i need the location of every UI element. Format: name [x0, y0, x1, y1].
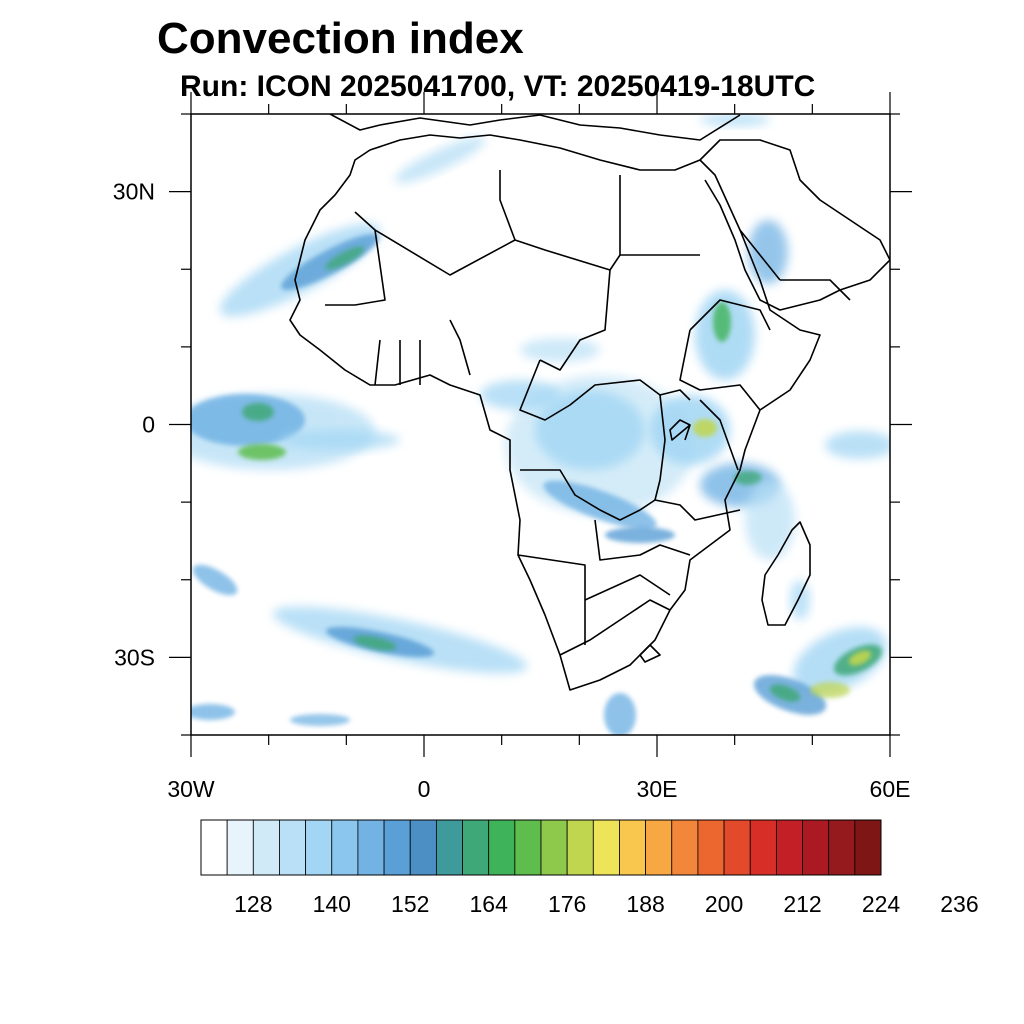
lat-tick-label: 30S	[114, 644, 155, 670]
lat-tick-label: 0	[142, 412, 155, 438]
colorbar-swatch	[540, 819, 568, 876]
convection-madagascar	[745, 480, 810, 620]
colorbar-swatch	[723, 819, 751, 876]
colorbar-label: 140	[313, 891, 351, 917]
country-borders	[289, 114, 890, 691]
internal-borders-6	[520, 469, 741, 521]
colorbar-label: 200	[705, 891, 743, 917]
colorbar-label: 176	[548, 891, 586, 917]
colorbar-swatch	[514, 819, 542, 876]
colorbar-swatch	[854, 819, 882, 876]
colorbar-swatch	[435, 819, 463, 876]
colorbar-swatch	[409, 819, 437, 876]
colorbar-swatch	[802, 819, 830, 876]
colorbar-swatch	[252, 819, 280, 876]
lon-tick-label: 60E	[870, 776, 911, 802]
convection-nw-band	[219, 137, 486, 317]
internal-borders-7	[517, 519, 691, 645]
colorbar-swatch	[697, 819, 725, 876]
colorbar-swatch	[749, 819, 777, 876]
internal-borders-3	[499, 170, 621, 371]
colorbar-swatch	[383, 819, 411, 876]
colorbar-label: 188	[626, 891, 664, 917]
colorbar-swatch	[279, 819, 307, 876]
africa-coastline	[289, 134, 821, 691]
internal-borders-5	[519, 359, 691, 421]
internal-borders-4	[374, 319, 471, 386]
internal-borders-8	[559, 599, 671, 663]
internal-borders-1	[325, 211, 386, 306]
europe-coast	[329, 114, 741, 141]
colorbar-frame	[200, 819, 882, 876]
colorbar-swatch	[226, 819, 254, 876]
internal-borders-10	[679, 229, 851, 411]
colorbar-swatch	[331, 819, 359, 876]
colorbar-swatch	[200, 819, 228, 876]
colorbar-swatch	[828, 819, 856, 876]
convection-equatorial-atlantic	[191, 394, 400, 470]
madagascar	[761, 521, 811, 626]
colorbar-swatch	[305, 819, 333, 876]
colorbar-label: 236	[940, 891, 978, 917]
colorbar-swatch	[775, 819, 803, 876]
colorbar-label: 224	[862, 891, 901, 917]
convection-indian-ocean-north	[825, 431, 890, 459]
map-title: Convection index	[157, 14, 524, 63]
map-axes: 30W 0 30E 60E 30N 0 30S	[113, 92, 912, 802]
convection-ethiopia	[695, 290, 755, 380]
colorbar-swatch	[645, 819, 673, 876]
colorbar-swatch	[488, 819, 516, 876]
lon-tick-label: 0	[418, 776, 431, 802]
colorbar: 128 140 152 164 176 188 200 212 224 236	[200, 819, 979, 917]
convection-field	[191, 114, 890, 735]
convection-congo	[480, 338, 695, 543]
lon-tick-label: 30W	[167, 776, 215, 802]
convection-south-atlantic	[191, 564, 636, 735]
colorbar-label: 152	[391, 891, 429, 917]
arabia-coast	[699, 139, 890, 311]
colorbar-swatch	[592, 819, 620, 876]
internal-borders-11	[669, 419, 691, 441]
map-subtitle: Run: ICON 2025041700, VT: 20250419-18UTC	[180, 70, 816, 103]
convection-arabia	[700, 114, 788, 284]
colorbar-swatch	[671, 819, 699, 876]
lat-tick-label: 30N	[113, 179, 155, 205]
colorbar-swatch	[462, 819, 490, 876]
colorbar-swatch	[566, 819, 594, 876]
lon-tick-label: 30E	[637, 776, 678, 802]
colorbar-label: 212	[783, 891, 821, 917]
colorbar-swatch	[357, 819, 385, 876]
colorbar-label: 164	[470, 891, 509, 917]
internal-borders-9	[654, 299, 771, 501]
convection-sw-indian-ocean	[753, 626, 887, 715]
colorbar-label: 128	[234, 891, 272, 917]
colorbar-swatch	[619, 819, 647, 876]
